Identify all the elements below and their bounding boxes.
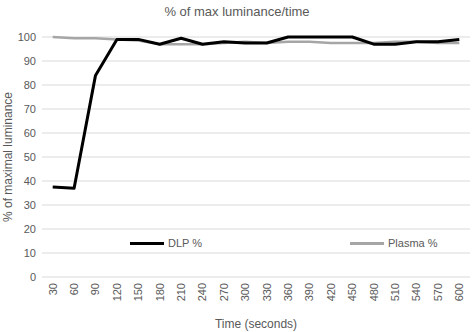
y-tick-label: 30 [24, 199, 36, 211]
legend-key [130, 242, 164, 245]
legend-label: Plasma % [388, 237, 438, 249]
x-tick-label: 450 [346, 283, 358, 301]
chart: % of max luminance/time 0 10 20 30 40 50 60 70 80… [0, 0, 474, 332]
grid-line [42, 61, 470, 62]
x-tick-label: 120 [111, 283, 123, 301]
x-tick-label: 150 [132, 283, 144, 301]
grid-line [42, 253, 470, 254]
x-tick-label: 360 [282, 283, 294, 301]
x-tick-label: 180 [154, 283, 166, 301]
grid-line [42, 157, 470, 158]
grid-line [42, 205, 470, 206]
grid-line [42, 109, 470, 110]
y-tick-label: 20 [24, 223, 36, 235]
grid-line [42, 133, 470, 134]
grid-line [42, 37, 470, 38]
x-tick-label: 540 [410, 283, 422, 301]
grid-line [42, 85, 470, 86]
plot-area [53, 37, 460, 188]
y-tick-label: 50 [24, 151, 36, 163]
y-tick-label: 100 [18, 31, 36, 43]
x-tick-label: 30 [47, 283, 59, 295]
x-tick-label: 240 [196, 283, 208, 301]
x-tick-label: 600 [453, 283, 465, 301]
y-tick-label: 0 [30, 271, 36, 283]
x-tick-label: 510 [389, 283, 401, 301]
x-tick-label: 300 [239, 283, 251, 301]
y-axis-label: % of maximal luminance [1, 92, 15, 222]
x-tick-label: 60 [68, 283, 80, 295]
x-tick-label: 210 [175, 283, 187, 301]
x-tick-label: 270 [218, 283, 230, 301]
x-tick-label: 330 [261, 283, 273, 301]
x-tick-label: 480 [368, 283, 380, 301]
x-axis-label: Time (seconds) [215, 317, 297, 331]
x-tick-label: 570 [432, 283, 444, 301]
y-tick-label: 60 [24, 127, 36, 139]
series-line [53, 37, 460, 188]
y-tick-label: 40 [24, 175, 36, 187]
y-tick-label: 10 [24, 247, 36, 259]
x-tick-label: 90 [89, 283, 101, 295]
title: % of max luminance/time [164, 4, 309, 19]
x-tick-label: 420 [325, 283, 337, 301]
background [0, 0, 474, 332]
grid-line [42, 229, 470, 230]
y-tick-label: 70 [24, 103, 36, 115]
grid-line [42, 181, 470, 182]
grid-line [42, 277, 470, 278]
legend-key [350, 242, 384, 245]
y-tick-label: 80 [24, 79, 36, 91]
legend-label: DLP % [168, 237, 202, 249]
y-tick-label: 90 [24, 55, 36, 67]
x-tick-label: 390 [303, 283, 315, 301]
